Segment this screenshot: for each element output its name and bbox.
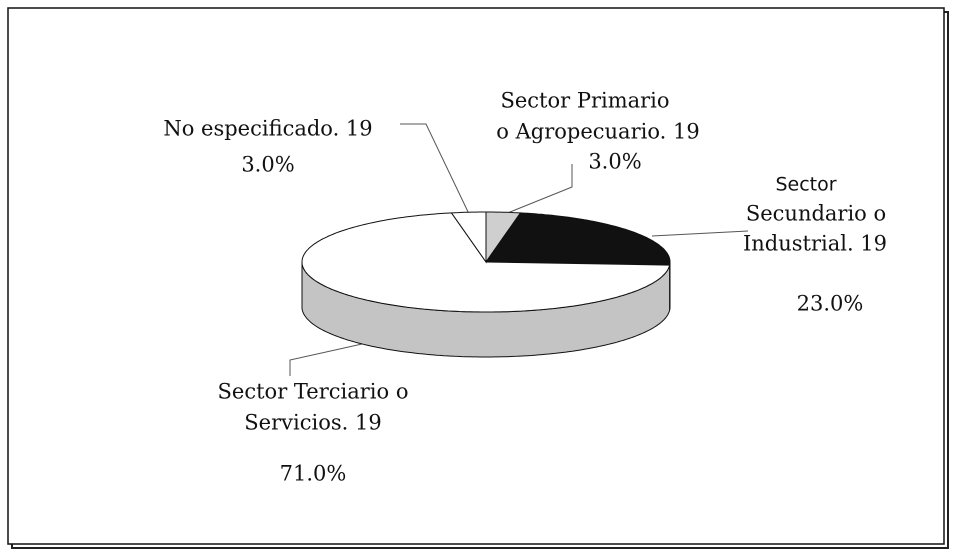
slice-label: Sector Terciario o bbox=[218, 380, 409, 404]
value-label: 71.0% bbox=[280, 462, 347, 486]
slice-label: Secundario o bbox=[746, 202, 886, 226]
slice-label: Servicios. 19 bbox=[244, 411, 381, 435]
slice bbox=[485, 212, 671, 266]
leaders bbox=[289, 123, 749, 376]
slice-label: Sector Primario bbox=[500, 89, 669, 113]
value-label: 3.0% bbox=[588, 150, 641, 174]
leader-line bbox=[289, 339, 381, 376]
value-label: 3.0% bbox=[241, 153, 294, 177]
slice bbox=[450, 211, 487, 264]
slice-label: No especificado. 19 bbox=[163, 117, 372, 141]
slice-label: Sector bbox=[775, 174, 836, 196]
leader-line bbox=[400, 123, 471, 217]
leader-line bbox=[504, 164, 573, 215]
slice-label: Industrial. 19 bbox=[743, 232, 887, 256]
frame bbox=[7, 7, 945, 545]
leader-line bbox=[651, 230, 749, 237]
value-label: 23.0% bbox=[797, 292, 864, 316]
slice-label: o Agropecuario. 19 bbox=[496, 120, 699, 144]
